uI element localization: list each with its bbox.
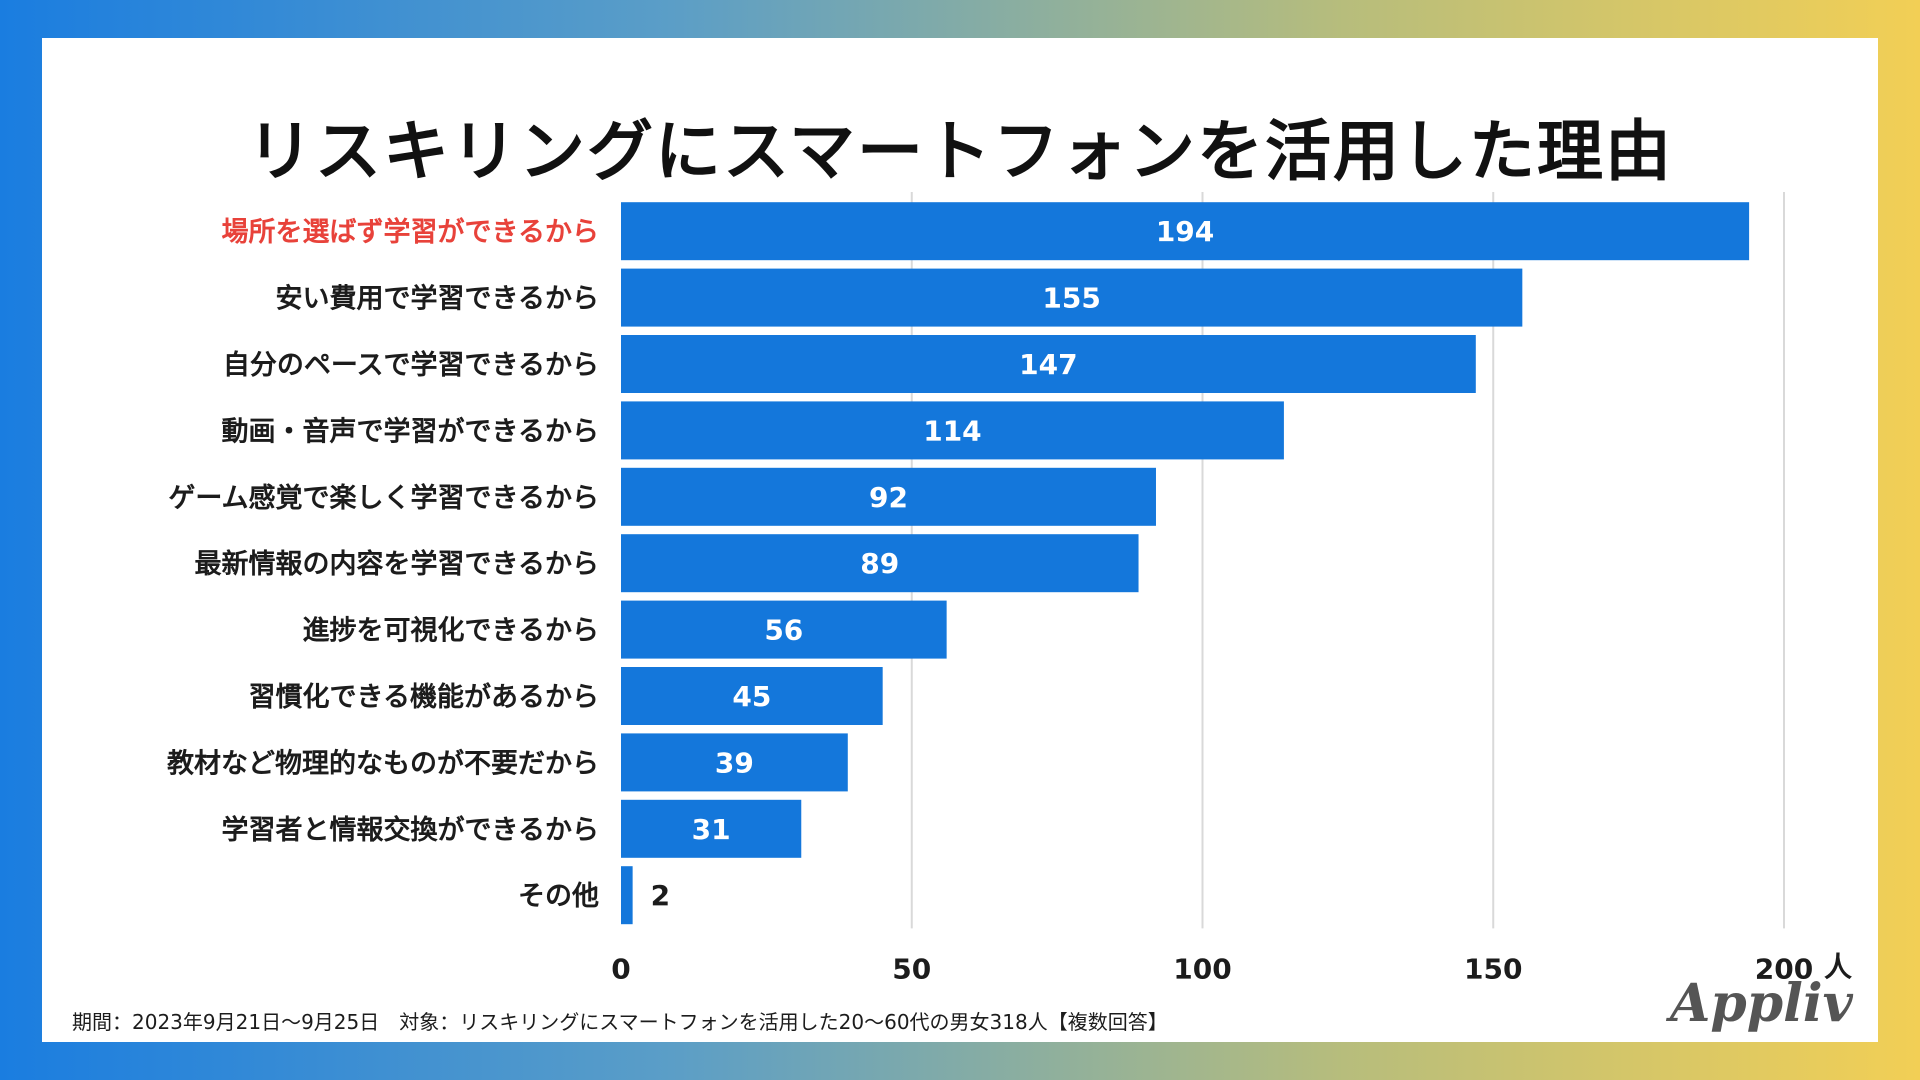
category-label: ゲーム感覚で楽しく学習できるから	[168, 482, 599, 514]
data-label: 92	[869, 481, 908, 514]
footnote: 期間：2023年9月21日〜9月25日 対象：リスキリングにスマートフォンを活用…	[72, 1010, 1168, 1034]
data-label: 39	[715, 746, 754, 779]
data-label: 2	[651, 879, 670, 912]
chart-title: リスキリングにスマートフォンを活用した理由	[246, 113, 1674, 190]
category-label: 自分のペースで学習できるから	[223, 349, 599, 381]
bar	[621, 202, 1750, 261]
category-label: 学習者と情報交換ができるから	[222, 814, 599, 846]
category-label: 動画・音声で学習ができるから	[222, 415, 599, 447]
bar	[621, 733, 848, 792]
x-tick-label: 200	[1755, 952, 1813, 985]
bar-chart: 場所を選ばず学習ができるから 194 安い費用で学習できるから 155 自分のペースで学…	[167, 192, 1852, 985]
bar	[621, 600, 947, 659]
bar	[621, 866, 633, 925]
data-label: 114	[923, 414, 981, 447]
bar	[621, 534, 1139, 593]
x-tick-label: 150	[1464, 952, 1522, 985]
data-label: 31	[692, 813, 731, 846]
x-unit-label: 人	[1824, 950, 1852, 983]
bar	[621, 335, 1476, 393]
data-label: 147	[1019, 348, 1077, 381]
bar	[621, 667, 883, 725]
category-label: 習慣化できる機能があるから	[249, 681, 599, 713]
bar	[621, 401, 1284, 460]
x-tick-label: 50	[892, 952, 931, 985]
data-label: 155	[1042, 282, 1100, 315]
chart-panel: リスキリングにスマートフォンを活用した理由 場所を選ばず学習ができるから 194 安…	[42, 38, 1878, 1042]
bar	[621, 467, 1156, 526]
category-label: その他	[518, 881, 599, 912]
applive-logo: Appliv	[1670, 973, 1853, 1034]
bar	[621, 268, 1523, 327]
category-label: 場所を選ばず学習ができるから	[222, 216, 599, 248]
category-label: 進捗を可視化できるから	[303, 616, 599, 647]
data-label: 45	[732, 680, 771, 713]
x-tick-label: 0	[611, 952, 630, 985]
data-label: 89	[860, 547, 899, 580]
bar	[621, 799, 802, 858]
category-label: 安い費用で学習できるから	[276, 283, 599, 315]
category-label: 教材など物理的なものが不要だから	[167, 747, 599, 779]
data-label: 56	[764, 614, 803, 647]
x-tick-label: 100	[1173, 952, 1231, 985]
category-label: 最新情報の内容を学習できるから	[195, 548, 599, 580]
data-label: 194	[1156, 215, 1214, 248]
